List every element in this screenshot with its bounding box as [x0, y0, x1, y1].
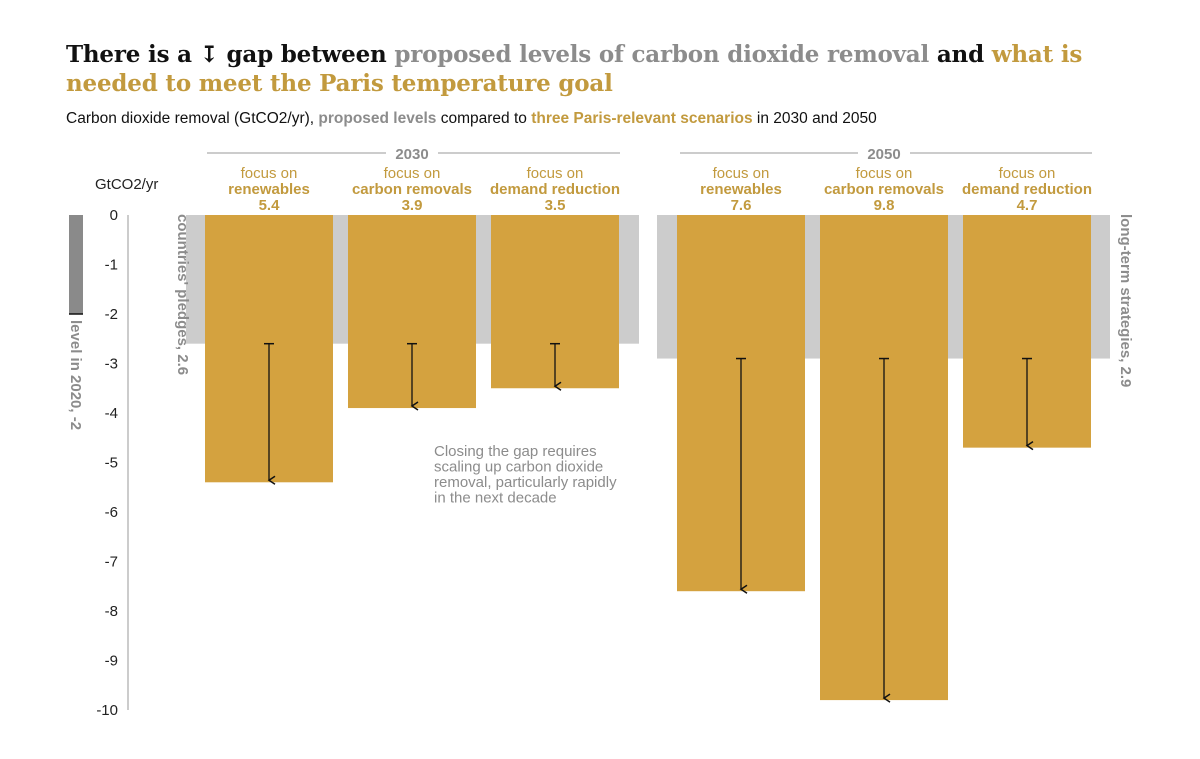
bar-value-label: 9.8: [874, 197, 895, 214]
bar-value-label: 5.4: [259, 197, 281, 214]
bar-label-line2: carbon removals: [824, 181, 944, 198]
pledge-label: countries' pledges, 2.6: [174, 214, 191, 375]
title-arrow-icon: ↧: [199, 41, 219, 68]
bar-label-line2: renewables: [700, 181, 782, 198]
group-header-label: 2030: [395, 146, 428, 163]
subtitle-part3: in 2030 and 2050: [752, 110, 877, 127]
bar-label-line2: demand reduction: [962, 181, 1092, 198]
annotation-text: in the next decade: [434, 490, 557, 507]
y-tick-label: -6: [105, 504, 118, 521]
title-and: and: [929, 41, 992, 68]
subtitle-scenarios: three Paris-relevant scenarios: [531, 110, 753, 127]
bar-value-label: 3.9: [402, 197, 423, 214]
title-needed: what is needed to meet the Paris tempera…: [66, 41, 1083, 97]
bar-label-line1: focus on: [241, 165, 298, 182]
y-tick-label: -4: [105, 405, 118, 422]
y-tick-label: -8: [105, 603, 118, 620]
bar-label-line1: focus on: [856, 165, 913, 182]
y-tick-label: -3: [105, 356, 118, 373]
bar-value-label: 3.5: [545, 197, 566, 214]
annotation-text: removal, particularly rapidly: [434, 474, 617, 491]
level-2020-label: level in 2020, -2: [67, 320, 84, 430]
y-tick-label: -9: [105, 653, 118, 670]
group-header-bg: [386, 143, 438, 163]
title-part2: gap between: [218, 41, 395, 68]
annotation-text: Closing the gap requires: [434, 443, 597, 460]
bar-label-line1: focus on: [999, 165, 1056, 182]
subtitle-part1: Carbon dioxide removal (GtCO2/yr),: [66, 110, 319, 127]
title-proposed: proposed levels of carbon dioxide remova…: [394, 41, 930, 68]
y-tick-label: -2: [105, 306, 118, 323]
bar-label-line2: demand reduction: [490, 181, 620, 198]
bar-label-line1: focus on: [713, 165, 770, 182]
chart-title: There is a ↧ gap between proposed levels…: [66, 40, 1146, 98]
y-tick-label: -5: [105, 455, 118, 472]
chart-subtitle: Carbon dioxide removal (GtCO2/yr), propo…: [66, 110, 877, 128]
subtitle-part2: compared to: [436, 110, 532, 127]
group-header-label: 2050: [867, 146, 900, 163]
title-part1: There is a: [66, 41, 200, 68]
subtitle-proposed: proposed levels: [318, 110, 437, 127]
bar-label-line2: renewables: [228, 181, 310, 198]
annotation-text: scaling up carbon dioxide: [434, 459, 603, 476]
bar-label-line1: focus on: [384, 165, 441, 182]
y-tick-label: -7: [105, 554, 118, 571]
bar-value-label: 7.6: [731, 197, 752, 214]
y-tick-label: -1: [105, 257, 118, 274]
pledge-label: long-term strategies, 2.9: [1117, 214, 1134, 387]
bar-value-label: 4.7: [1017, 197, 1038, 214]
bar-label-line2: carbon removals: [352, 181, 472, 198]
y-tick-label: -10: [96, 702, 118, 719]
group-header-bg: [858, 143, 910, 163]
level-2020-bar: [69, 215, 83, 314]
y-axis-label: GtCO2/yr: [95, 176, 158, 193]
bar-label-line1: focus on: [527, 165, 584, 182]
y-tick-label: 0: [110, 207, 118, 224]
